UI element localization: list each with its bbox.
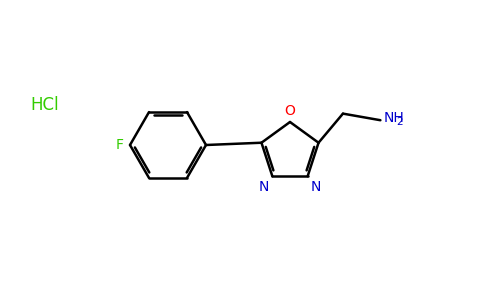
Text: 2: 2 bbox=[396, 117, 403, 127]
Text: F: F bbox=[116, 138, 124, 152]
Text: N: N bbox=[311, 180, 321, 194]
Text: N: N bbox=[259, 180, 270, 194]
Text: NH: NH bbox=[383, 111, 404, 125]
Text: HCl: HCl bbox=[30, 96, 59, 114]
Text: O: O bbox=[285, 104, 295, 118]
